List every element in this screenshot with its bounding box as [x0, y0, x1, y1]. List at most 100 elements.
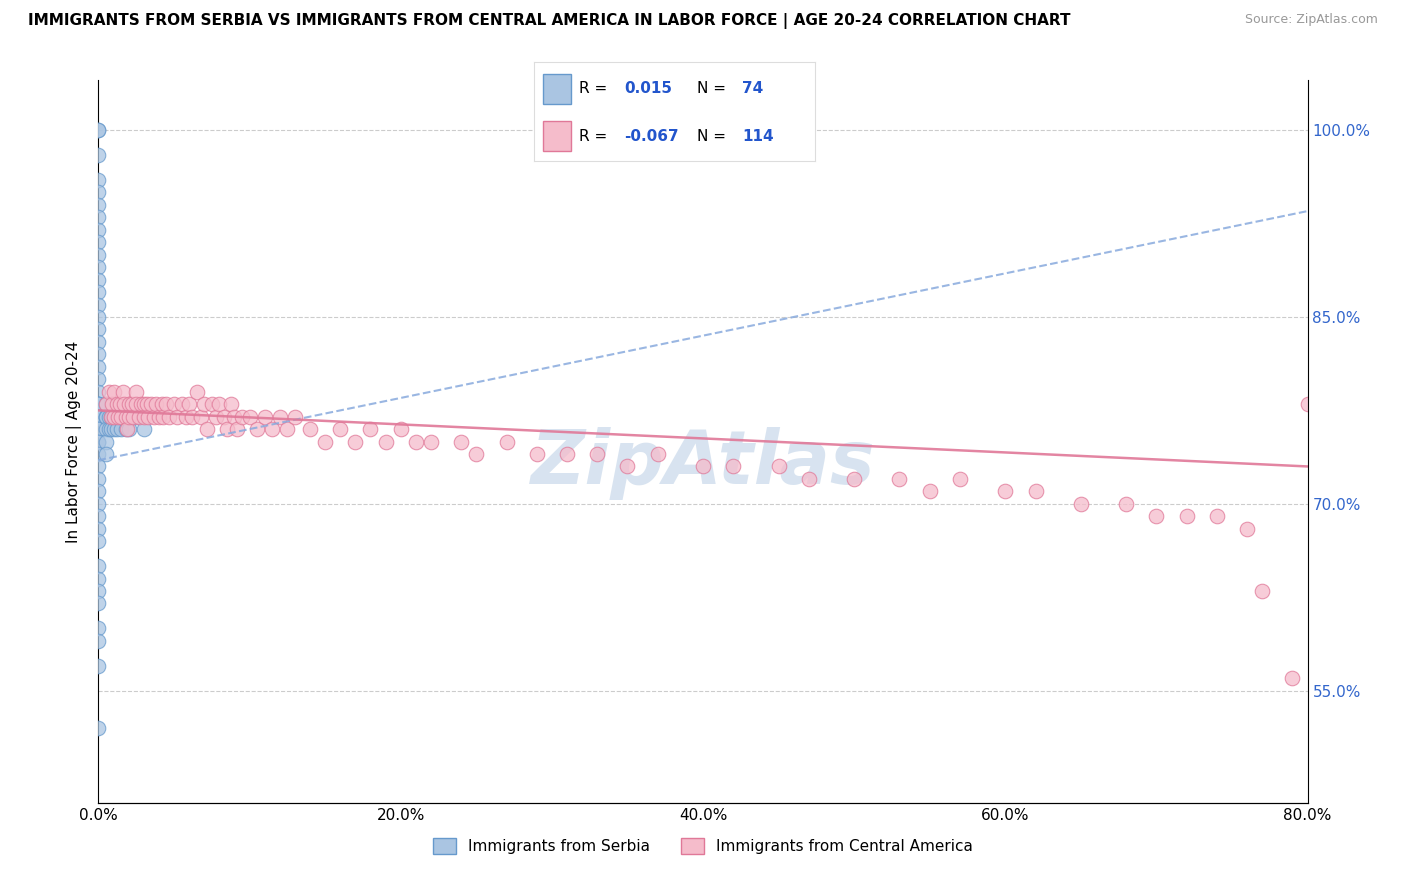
Point — [118, 409, 141, 424]
Point — [170, 397, 193, 411]
Point — [1115, 497, 1137, 511]
Point — [94, 434, 117, 449]
Point — [1386, 621, 1406, 635]
Point — [181, 409, 204, 424]
Point — [221, 397, 243, 411]
Point — [87, 447, 110, 461]
Point — [253, 409, 276, 424]
Point — [87, 484, 110, 499]
Point — [87, 409, 110, 424]
Point — [1144, 509, 1167, 524]
Bar — [543, 74, 571, 103]
Point — [87, 658, 110, 673]
Point — [87, 397, 110, 411]
Point — [121, 397, 143, 411]
Text: Source: ZipAtlas.com: Source: ZipAtlas.com — [1244, 13, 1378, 27]
Point — [1251, 584, 1274, 599]
Point — [526, 447, 548, 461]
Point — [110, 422, 132, 436]
Point — [179, 397, 201, 411]
Point — [87, 372, 110, 386]
Point — [159, 409, 181, 424]
Point — [87, 721, 110, 735]
Point — [1281, 671, 1303, 685]
Point — [87, 186, 110, 200]
Point — [87, 198, 110, 212]
Point — [212, 409, 235, 424]
Point — [1206, 509, 1229, 524]
Point — [87, 248, 110, 262]
Text: N =: N = — [697, 81, 727, 96]
Point — [994, 484, 1017, 499]
Point — [889, 472, 911, 486]
Point — [100, 422, 122, 436]
Point — [374, 434, 396, 449]
Point — [150, 397, 173, 411]
Point — [87, 123, 110, 137]
Point — [118, 422, 141, 436]
Point — [224, 409, 246, 424]
Point — [114, 422, 136, 436]
Point — [101, 397, 124, 411]
Point — [101, 409, 124, 424]
Point — [166, 409, 188, 424]
Point — [111, 384, 134, 399]
Point — [329, 422, 352, 436]
Point — [193, 397, 215, 411]
Point — [145, 397, 167, 411]
Text: 114: 114 — [742, 128, 773, 144]
Point — [87, 148, 110, 162]
Point — [111, 409, 134, 424]
Point — [87, 173, 110, 187]
Point — [94, 397, 117, 411]
Y-axis label: In Labor Force | Age 20-24: In Labor Force | Age 20-24 — [66, 341, 83, 542]
Point — [100, 409, 122, 424]
Point — [190, 409, 212, 424]
Point — [87, 223, 110, 237]
Point — [692, 459, 714, 474]
Point — [87, 409, 110, 424]
Point — [360, 422, 382, 436]
Point — [87, 397, 110, 411]
Point — [586, 447, 609, 461]
Point — [98, 384, 121, 399]
Point — [103, 384, 125, 399]
Point — [450, 434, 472, 449]
Point — [103, 409, 125, 424]
Point — [87, 534, 110, 549]
Point — [647, 447, 669, 461]
Point — [276, 422, 298, 436]
Point — [135, 397, 157, 411]
Point — [87, 397, 110, 411]
Point — [87, 584, 110, 599]
Point — [246, 422, 269, 436]
Point — [114, 409, 136, 424]
Point — [1236, 522, 1258, 536]
Point — [132, 422, 155, 436]
Point — [87, 384, 110, 399]
Point — [118, 397, 141, 411]
Point — [112, 397, 135, 411]
Text: R =: R = — [579, 81, 607, 96]
Point — [105, 422, 128, 436]
Point — [136, 409, 159, 424]
Point — [110, 409, 132, 424]
Point — [1357, 683, 1379, 698]
Point — [122, 409, 145, 424]
Point — [103, 422, 125, 436]
Point — [125, 397, 148, 411]
Point — [105, 409, 128, 424]
Point — [87, 310, 110, 324]
Point — [918, 484, 941, 499]
Point — [1341, 497, 1364, 511]
Point — [87, 472, 110, 486]
Point — [103, 409, 125, 424]
Point — [94, 447, 117, 461]
Point — [98, 409, 121, 424]
Point — [186, 384, 208, 399]
Point — [87, 522, 110, 536]
Point — [495, 434, 517, 449]
Point — [1175, 509, 1198, 524]
Point — [226, 422, 249, 436]
Point — [420, 434, 443, 449]
